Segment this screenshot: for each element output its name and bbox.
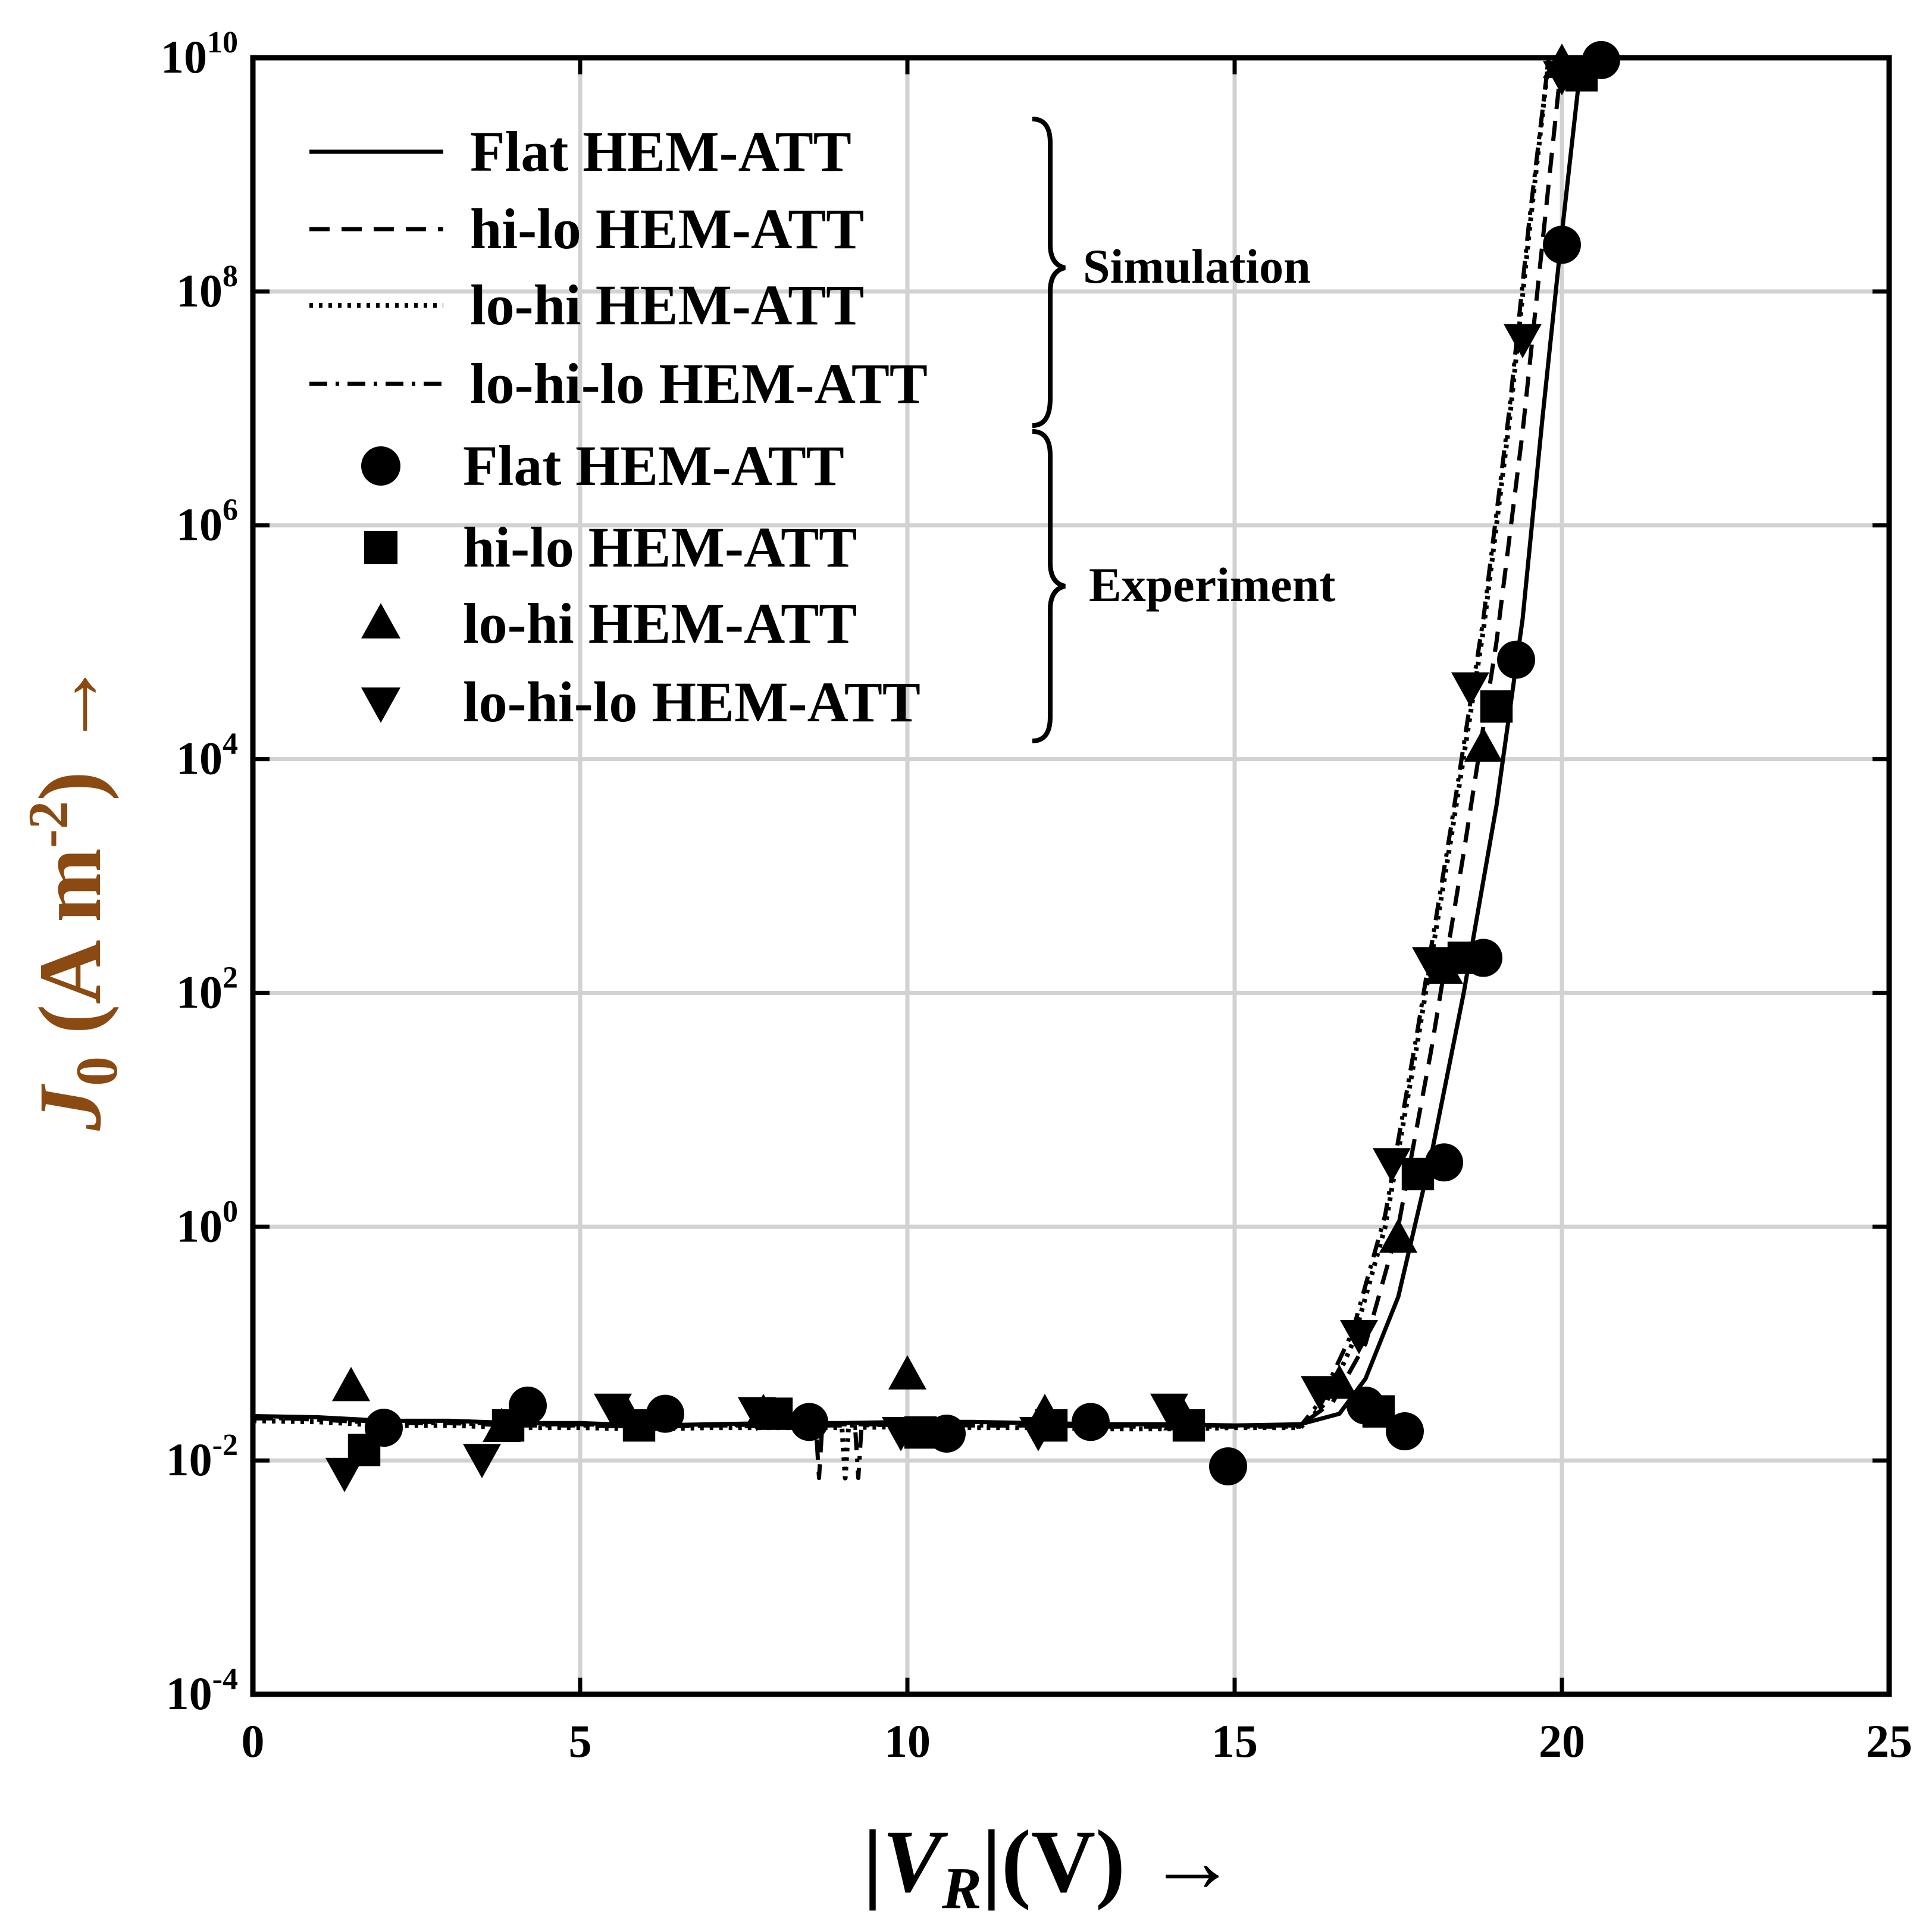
exp-point-lo-hi-lo-hem-att xyxy=(463,1444,501,1478)
exp-point-hi-lo-hem-att xyxy=(1362,1395,1395,1428)
exp-point-lo-hi-lo-hem-att xyxy=(882,1417,920,1451)
legend-exp-label: lo-hi HEM-ATT xyxy=(463,592,857,655)
exp-point-lo-hi-lo-hem-att xyxy=(738,1397,776,1432)
x-axis-title: |VR|(V) → xyxy=(863,1812,1237,1921)
exp-point-lo-hi-lo-hem-att xyxy=(1301,1376,1339,1410)
legend-exp-marker-sample xyxy=(364,530,398,565)
exp-point-flat-hem-att xyxy=(646,1394,684,1433)
y-tick-label: 10-2 xyxy=(166,1428,238,1485)
experiment-markers xyxy=(325,40,1620,1493)
exp-point-lo-hi-hem-att xyxy=(1379,1218,1417,1253)
exp-point-lo-hi-lo-hem-att xyxy=(1373,1148,1411,1183)
exp-point-lo-hi-lo-hem-att xyxy=(1412,947,1450,981)
legend-group-label-experiment: Experiment xyxy=(1089,558,1335,612)
legend-sim-label: hi-lo HEM-ATT xyxy=(470,197,864,261)
y-tick-label: 102 xyxy=(176,961,238,1018)
exp-point-lo-hi-hem-att xyxy=(1425,949,1463,984)
legend-sim-label: lo-hi-lo HEM-ATT xyxy=(470,352,928,415)
exp-point-lo-hi-hem-att xyxy=(1163,1396,1201,1431)
exp-point-hi-lo-hem-att xyxy=(1480,690,1513,723)
exp-point-lo-hi-lo-hem-att xyxy=(1504,324,1542,359)
exp-point-flat-hem-att xyxy=(1209,1447,1247,1485)
exp-point-lo-hi-lo-hem-att xyxy=(594,1393,632,1428)
legend-brace-simulation xyxy=(1032,117,1066,428)
exp-point-lo-hi-lo-hem-att xyxy=(1451,672,1489,707)
exp-point-hi-lo-hem-att xyxy=(1401,1158,1435,1191)
x-tick-label: 25 xyxy=(1866,1715,1912,1767)
legend-exp-label: Flat HEM-ATT xyxy=(463,434,844,498)
y-tick-label: 106 xyxy=(176,493,238,550)
exp-point-flat-hem-att xyxy=(1497,640,1535,679)
x-tick-labels: 0 5 10 15 20 25 xyxy=(242,1715,1913,1767)
y-tick-labels: 1010 108 106 104 102 100 10-2 10-4 xyxy=(161,26,238,1719)
exp-point-lo-hi-lo-hem-att xyxy=(1019,1417,1057,1451)
legend-brace-experiment xyxy=(1032,429,1066,743)
axis-ticks xyxy=(250,55,1892,1697)
legend-sim-label: lo-hi HEM-ATT xyxy=(470,273,864,337)
y-tick-label: 10-4 xyxy=(166,1662,238,1719)
exp-point-lo-hi-hem-att xyxy=(483,1407,521,1443)
legend-sim-label: Flat HEM-ATT xyxy=(470,120,851,183)
legend-exp-label: lo-hi-lo HEM-ATT xyxy=(463,670,920,734)
legend-group-label-simulation: Simulation xyxy=(1083,239,1311,293)
exp-point-flat-hem-att xyxy=(790,1403,828,1441)
exp-point-lo-hi-lo-hem-att xyxy=(1150,1393,1188,1428)
x-tick-label: 5 xyxy=(569,1715,592,1767)
exp-point-flat-hem-att xyxy=(1072,1403,1110,1441)
exp-point-lo-hi-lo-hem-att xyxy=(325,1457,364,1493)
exp-point-flat-hem-att xyxy=(1425,1143,1463,1182)
x-tick-label: 10 xyxy=(884,1715,931,1767)
y-tick-label: 108 xyxy=(176,259,238,317)
legend: Flat HEM-ATT hi-lo HEM-ATT lo-hi HEM-ATT lo… xyxy=(309,117,1335,743)
exp-point-lo-hi-lo-hem-att xyxy=(1543,61,1581,96)
legend-experiment-group: Flat HEM-ATT hi-lo HEM-ATT lo-hi HEM-ATT lo… xyxy=(361,434,920,734)
y-tick-label: 100 xyxy=(176,1194,238,1252)
x-tick-label: 15 xyxy=(1211,1715,1258,1767)
x-tick-label: 0 xyxy=(242,1715,265,1767)
exp-point-lo-hi-hem-att xyxy=(888,1355,926,1390)
x-tick-label: 20 xyxy=(1539,1715,1585,1767)
sim-line-lo-hi-lo-hem-att xyxy=(253,58,1551,1481)
exp-point-flat-hem-att xyxy=(928,1414,966,1453)
legend-exp-label: hi-lo HEM-ATT xyxy=(463,515,857,579)
exp-point-lo-hi-hem-att xyxy=(332,1366,370,1402)
y-axis-title: J0 (A m-2) → xyxy=(17,659,130,1131)
exp-point-flat-hem-att xyxy=(1386,1412,1424,1451)
y-tick-label: 104 xyxy=(176,727,238,784)
plot-frame xyxy=(250,55,1892,1697)
legend-exp-marker-sample xyxy=(361,446,400,486)
legend-simulation-group: Flat HEM-ATT hi-lo HEM-ATT lo-hi HEM-ATT lo… xyxy=(309,120,928,415)
legend-exp-marker-sample xyxy=(361,603,400,639)
legend-exp-marker-sample xyxy=(361,687,400,723)
y-tick-label: 1010 xyxy=(161,26,238,83)
exp-point-flat-hem-att xyxy=(1543,226,1581,264)
exp-point-lo-hi-hem-att xyxy=(1464,727,1502,762)
exp-point-lo-hi-lo-hem-att xyxy=(1340,1320,1378,1354)
